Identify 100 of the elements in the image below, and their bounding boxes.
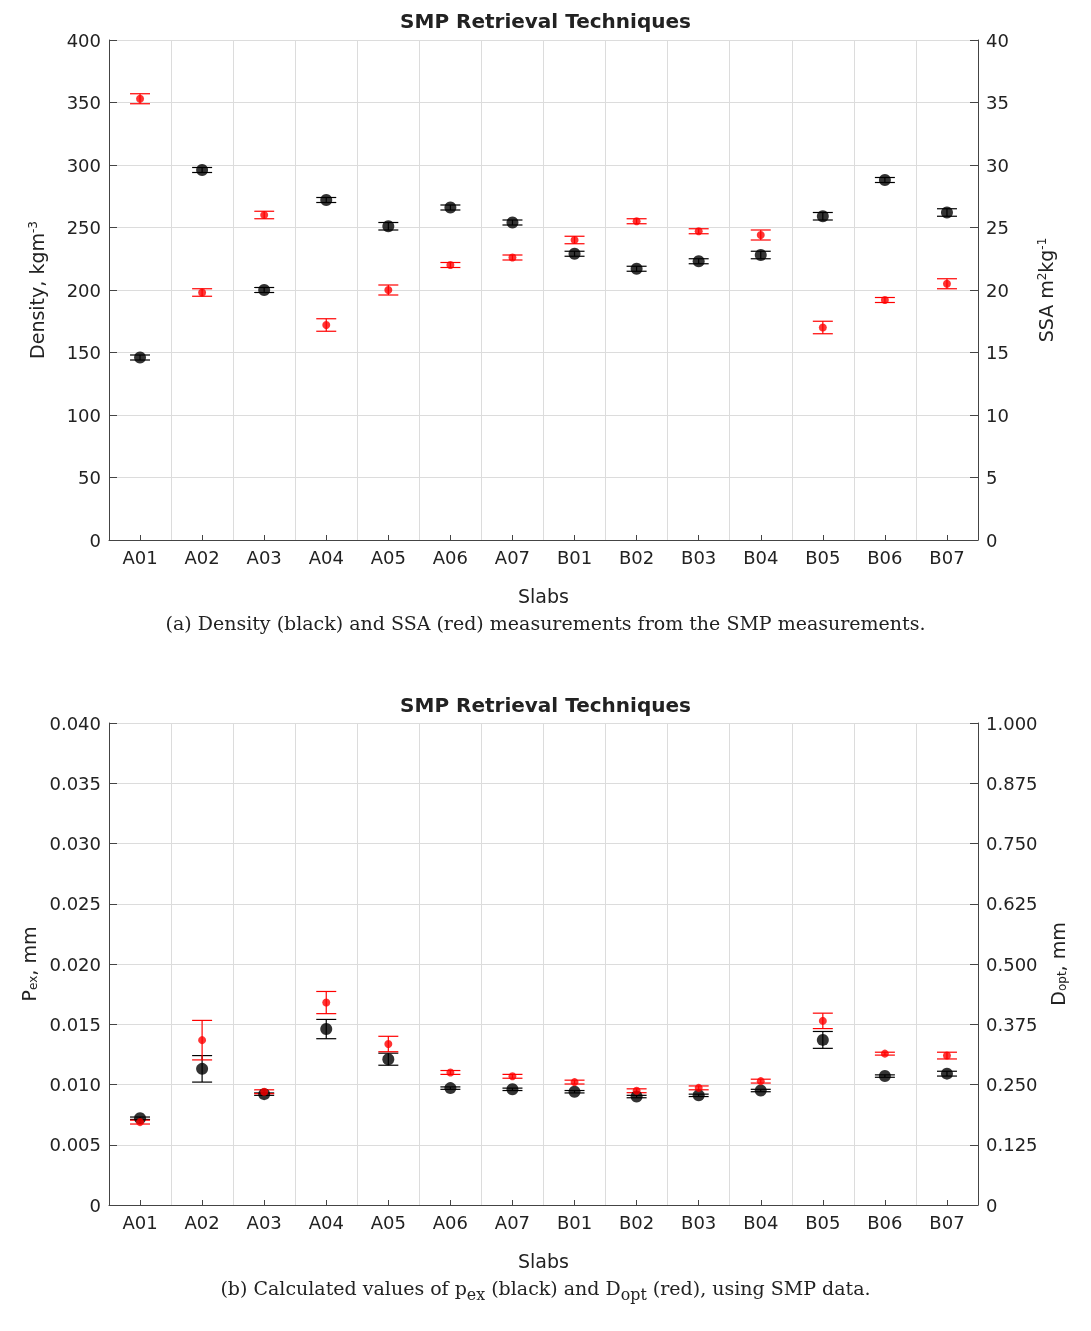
point bbox=[136, 94, 145, 103]
y-tick-label: 300 bbox=[66, 154, 101, 176]
point bbox=[198, 1036, 207, 1045]
point bbox=[818, 323, 827, 332]
y-tick-label: 250 bbox=[66, 217, 101, 238]
y-tick-label: 0.025 bbox=[49, 893, 101, 915]
point bbox=[506, 216, 519, 229]
point bbox=[568, 247, 581, 260]
y-tick-label: 350 bbox=[66, 92, 101, 113]
point bbox=[320, 1023, 333, 1036]
point bbox=[942, 1051, 951, 1060]
point bbox=[196, 164, 209, 176]
y2-tick-label: 0 bbox=[986, 1194, 998, 1216]
point bbox=[320, 194, 333, 206]
point bbox=[446, 261, 455, 269]
y-tick-label: 400 bbox=[66, 29, 101, 51]
x-tick-label: B07 bbox=[929, 546, 965, 568]
point bbox=[942, 279, 951, 288]
point bbox=[878, 1070, 891, 1083]
point bbox=[878, 174, 891, 186]
y2-tick-label: 0.875 bbox=[986, 772, 1038, 794]
y2-tick-label: 5 bbox=[986, 467, 998, 488]
x-tick-label: B01 bbox=[556, 1211, 593, 1233]
y-tick-label: 50 bbox=[78, 467, 101, 488]
y2-tick-label: 10 bbox=[986, 404, 1009, 426]
point bbox=[322, 998, 331, 1007]
x-tick-label: A02 bbox=[184, 1211, 220, 1233]
point bbox=[694, 1083, 703, 1092]
y-tick-label: 0.020 bbox=[49, 953, 101, 975]
point bbox=[754, 249, 767, 261]
point bbox=[384, 286, 393, 294]
point bbox=[444, 201, 457, 214]
point bbox=[198, 288, 207, 297]
point bbox=[136, 1118, 145, 1127]
point bbox=[506, 1083, 519, 1096]
x-tick-label: B06 bbox=[867, 546, 903, 568]
point bbox=[630, 262, 643, 275]
point bbox=[134, 351, 147, 364]
point bbox=[258, 284, 271, 296]
y2-axis-title: SSA m2kg-1 bbox=[1035, 237, 1057, 343]
y-axis-title: Pex, mm bbox=[17, 926, 40, 1002]
point bbox=[444, 1082, 457, 1095]
x-tick-label: A06 bbox=[432, 546, 468, 568]
x-tick-label: B02 bbox=[618, 546, 655, 568]
x-tick-label: B07 bbox=[929, 1211, 965, 1233]
x-tick-label: A05 bbox=[370, 546, 406, 568]
y-tick-label: 0.015 bbox=[49, 1013, 101, 1035]
y2-tick-label: 1.000 bbox=[986, 712, 1038, 734]
chart-title: SMP Retrieval Techniques bbox=[400, 693, 691, 717]
point bbox=[940, 1067, 953, 1080]
point bbox=[632, 217, 641, 226]
y2-tick-label: 0.125 bbox=[986, 1134, 1038, 1156]
point bbox=[880, 296, 889, 304]
x-tick-label: A04 bbox=[308, 1211, 344, 1233]
point bbox=[384, 1040, 393, 1049]
point bbox=[568, 1085, 581, 1098]
y2-axis-title: Dopt, mm bbox=[1046, 922, 1069, 1006]
x-tick-label: B03 bbox=[681, 546, 717, 568]
x-tick-label: A04 bbox=[308, 546, 344, 568]
x-axis-title: Slabs bbox=[518, 584, 569, 607]
y-tick-label: 0.035 bbox=[49, 772, 101, 794]
y-tick-label: 0.040 bbox=[49, 712, 101, 734]
x-tick-label: B03 bbox=[681, 1211, 717, 1233]
text: (b) Calculated values of p$_{ex}$ (black) and D$_{opt}$ (red), using SMP data. bbox=[219, 1277, 872, 1304]
x-tick-label: A03 bbox=[246, 546, 282, 568]
y-tick-label: 0 bbox=[89, 1194, 101, 1216]
point bbox=[446, 1068, 455, 1077]
x-tick-label: B01 bbox=[556, 546, 593, 568]
y2-tick-label: 20 bbox=[986, 279, 1009, 301]
y-tick-label: 200 bbox=[66, 279, 101, 301]
y2-tick-label: 15 bbox=[986, 342, 1009, 363]
point bbox=[196, 1062, 209, 1075]
point bbox=[756, 231, 765, 239]
point bbox=[816, 1033, 829, 1046]
point bbox=[260, 1087, 269, 1096]
x-tick-label: A07 bbox=[494, 1211, 531, 1233]
x-tick-label: B05 bbox=[805, 1211, 841, 1233]
x-tick-label: A05 bbox=[370, 1211, 406, 1233]
y-tick-label: 0.030 bbox=[49, 833, 101, 854]
x-tick-label: A07 bbox=[494, 546, 531, 568]
y2-tick-label: 25 bbox=[986, 217, 1009, 238]
y2-tick-label: 0.750 bbox=[986, 833, 1038, 854]
x-tick-label: B04 bbox=[743, 1211, 779, 1233]
x-tick-label: A03 bbox=[246, 1211, 282, 1233]
x-tick-label: A02 bbox=[184, 546, 220, 568]
point bbox=[756, 1077, 765, 1086]
y-axis-title: Density, kgm-3 bbox=[26, 221, 48, 359]
point bbox=[818, 1016, 827, 1025]
x-tick-label: A06 bbox=[432, 1211, 468, 1233]
point bbox=[880, 1049, 889, 1058]
y2-tick-label: 30 bbox=[986, 154, 1009, 176]
point bbox=[632, 1086, 641, 1095]
x-tick-label: A01 bbox=[122, 1211, 158, 1233]
point bbox=[322, 321, 331, 329]
text: (a) Density (black) and SSA (red) measurements from the SMP measurements. bbox=[164, 612, 927, 634]
x-tick-label: B05 bbox=[805, 546, 841, 568]
point bbox=[940, 206, 953, 219]
point bbox=[692, 255, 705, 268]
x-tick-label: B02 bbox=[618, 1211, 655, 1233]
x-tick-label: B04 bbox=[743, 546, 779, 568]
